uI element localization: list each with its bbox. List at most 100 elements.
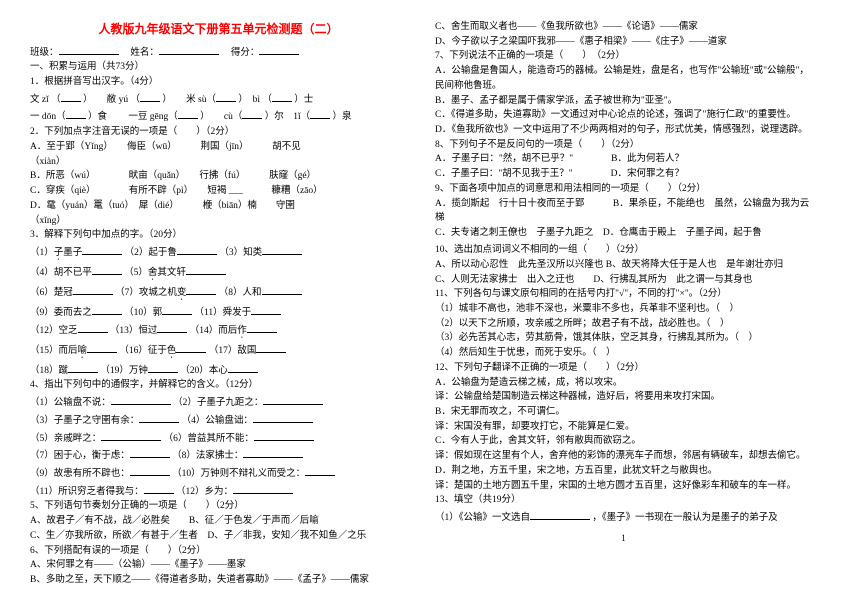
q13-stem: 13、填空（共19分） [435,493,812,508]
q3-20: （20）本心 [180,366,228,376]
q5-A: A、故君子／有不战，战／必胜矣 B、征／于色发／于声而／后喻 [30,514,407,529]
q3-18: （18）蹴 [30,366,68,376]
blank[interactable] [176,341,206,353]
q8-A: A．子墨子曰："然，胡不已乎？" B．此为何若人？ [435,152,812,167]
q3-16dot: 色 [167,346,177,356]
q3-row3: （6）楚冠 （7）攻城之机变 （8）人和 [30,283,407,303]
blank[interactable] [263,393,323,405]
page-number: 1 [435,532,812,546]
q12-Bt: 译：宋国没有罪，却要攻打它，不能算是仁爱。 [435,420,812,435]
q7-stem: 7、下列说法不正确的一项是（ ） （2分） [435,49,812,64]
blank[interactable] [111,393,171,405]
score-blank[interactable] [259,43,299,55]
q4-stem: 4、指出下列句中的通假字，并解释它的含义。（12分） [30,378,407,393]
blank[interactable] [310,107,330,119]
blank[interactable] [162,303,192,315]
blank[interactable] [186,283,216,295]
q3-stem: 3．解释下列句中加点的字。（20分） [30,228,407,243]
blank[interactable] [130,464,170,476]
blank[interactable] [242,107,262,119]
class-blank[interactable] [59,43,119,55]
blank[interactable] [186,263,226,275]
name-blank[interactable] [159,43,219,55]
q2-A2: （xiàn） [30,155,407,170]
q11-1: （1）城非不高也，池非不深也，米粟非不多也，兵革非不坚利也。（ ） [435,302,812,317]
q7-C: C．《得道多助，失道寡助》一文通过对中心论点的论述，强调了"施行仁政"的重要性。 [435,108,812,123]
q4-5: （5）亲戚畔之： [30,434,101,444]
q10-stem: 10、选出加点词词义不相同的一组（ ）（2分） [435,243,812,258]
q4-r2: （3）子墨子之守圉有余： （4）公输盘诎： [30,411,407,429]
q6-A: A、宋何罪之有——（公输）——《墨子》——墨家 [30,558,407,573]
blank[interactable] [92,263,122,275]
q5-C: C、生／亦我所欲，所欲／有甚于／生者 D、子／非我，安知／我不知鱼／之乐 [30,529,407,544]
blank[interactable] [178,107,198,119]
q4-8: （8）法家拂士： [172,451,243,461]
blank[interactable] [247,321,277,333]
q4-9: （9）故患有所不辟也： [30,469,130,479]
q3-row7: （18）蹴 （19）万钟 （20）本心 [30,361,407,379]
q2-D2: （xǐng） [30,214,407,229]
q3-16a: （16）征于 [119,346,167,356]
blank[interactable] [73,283,113,295]
blank[interactable] [78,321,108,333]
blank[interactable] [254,429,314,441]
q3-5a: （5） [124,268,148,278]
blank[interactable] [66,107,86,119]
q9-stem: 9、下面各项中加点的词意思和用法相同的一项是（ ）（2分） [435,182,812,197]
blank[interactable] [262,283,302,295]
blank[interactable] [87,341,117,353]
blank[interactable] [243,446,303,458]
q10-C: C、人则无法家拂士 出入之迂也 D、行拂乱其所为 此之谓一与其身也 [435,273,812,288]
q3-9: （9）委而去之 [30,308,92,318]
q2-B: B．所恶（wú） 畎亩（quǎn） 行拂（fú） 肤窿（gé） [30,169,407,184]
blank[interactable] [233,482,293,494]
q3-7: （7）攻城之机 [115,288,177,298]
q3-2: （2）起于鲁 [125,248,177,258]
q13-1b: ，《墨子》一书现在一般认为是墨子的弟子及 [592,513,777,523]
blank[interactable] [251,303,281,315]
q1-l1b: ） 敝 yú （ [83,95,140,105]
blank[interactable] [262,243,302,255]
blank[interactable] [92,303,122,315]
q3-6: （6）楚冠 [30,288,73,298]
blank[interactable] [130,446,170,458]
q2-C: C．穿疾（qiè） 有所不辟（pì） 短褐 ___ 糠糟（zāo） [30,184,407,199]
q12-B: B．宋无罪而攻之，不可谓仁。 [435,405,812,420]
left-column: 人教版九年级语文下册第五单元检测题（二） 班级： 姓名： 得分： 一、积累与运用… [30,20,407,585]
blank[interactable] [177,243,217,255]
q8-C: C．子墨子曰："胡不见我于王？" D．宋何罪之有？ [435,167,812,182]
blank[interactable] [256,341,286,353]
q1-l2: 一 dōn（ ）食 一豆 gēng（ ） cù（ ）尔 1ǐ（ ）泉 [30,107,407,125]
blank[interactable] [101,429,161,441]
q1-l1d: ） bì （ [238,95,272,105]
blank[interactable] [228,361,258,373]
q3-3: （3）知类 [219,248,262,258]
q12-stem: 12、下列句子翻译不正确的一项是（ ）（2分） [435,361,812,376]
score-label: 得分： [231,48,260,58]
blank[interactable] [144,482,174,494]
q2-stem: 2．下列加点字注音无误的一项是（ ）（2分） [30,125,407,140]
blank[interactable] [68,361,98,373]
q4-r5: （9）故患有所不辟也： （10）万钟则不辩礼义而受之： [30,464,407,482]
blank[interactable] [530,508,590,520]
blank[interactable] [139,411,179,423]
q9-C: C．夫专诸之刺王僚也 子墨子九距之 D．仓鹰击于殿上 子墨子闻，起于鲁 [435,226,812,243]
blank[interactable] [61,90,81,102]
blank[interactable] [216,90,236,102]
blank[interactable] [305,464,335,476]
q12-D: D．荆之地，方五千里，宋之地，方五百里，此犹文轩之与敝舆也。 [435,464,812,479]
q1-l1e: ）士 [294,95,313,105]
q4-r3: （5）亲戚畔之： （6）曾益其所不能： [30,429,407,447]
header-line: 班级： 姓名： 得分： [30,43,407,61]
blank[interactable] [82,243,122,255]
q4-r4: （7）困于心，衡于虑： （8）法家拂士： [30,446,407,464]
blank[interactable] [253,411,313,423]
q12-Dt: 译：楚国的土地方圆五千里，宋国的土地方圆才五百里，这好像彩车和破车的车一样。 [435,479,812,494]
q3-14dot: 作 [237,326,247,336]
blank[interactable] [157,321,187,333]
blank[interactable] [140,90,160,102]
q1-l2e: ）泉 [332,112,351,122]
blank[interactable] [148,361,178,373]
blank[interactable] [272,90,292,102]
q3-5b: 其文轩 [157,268,186,278]
